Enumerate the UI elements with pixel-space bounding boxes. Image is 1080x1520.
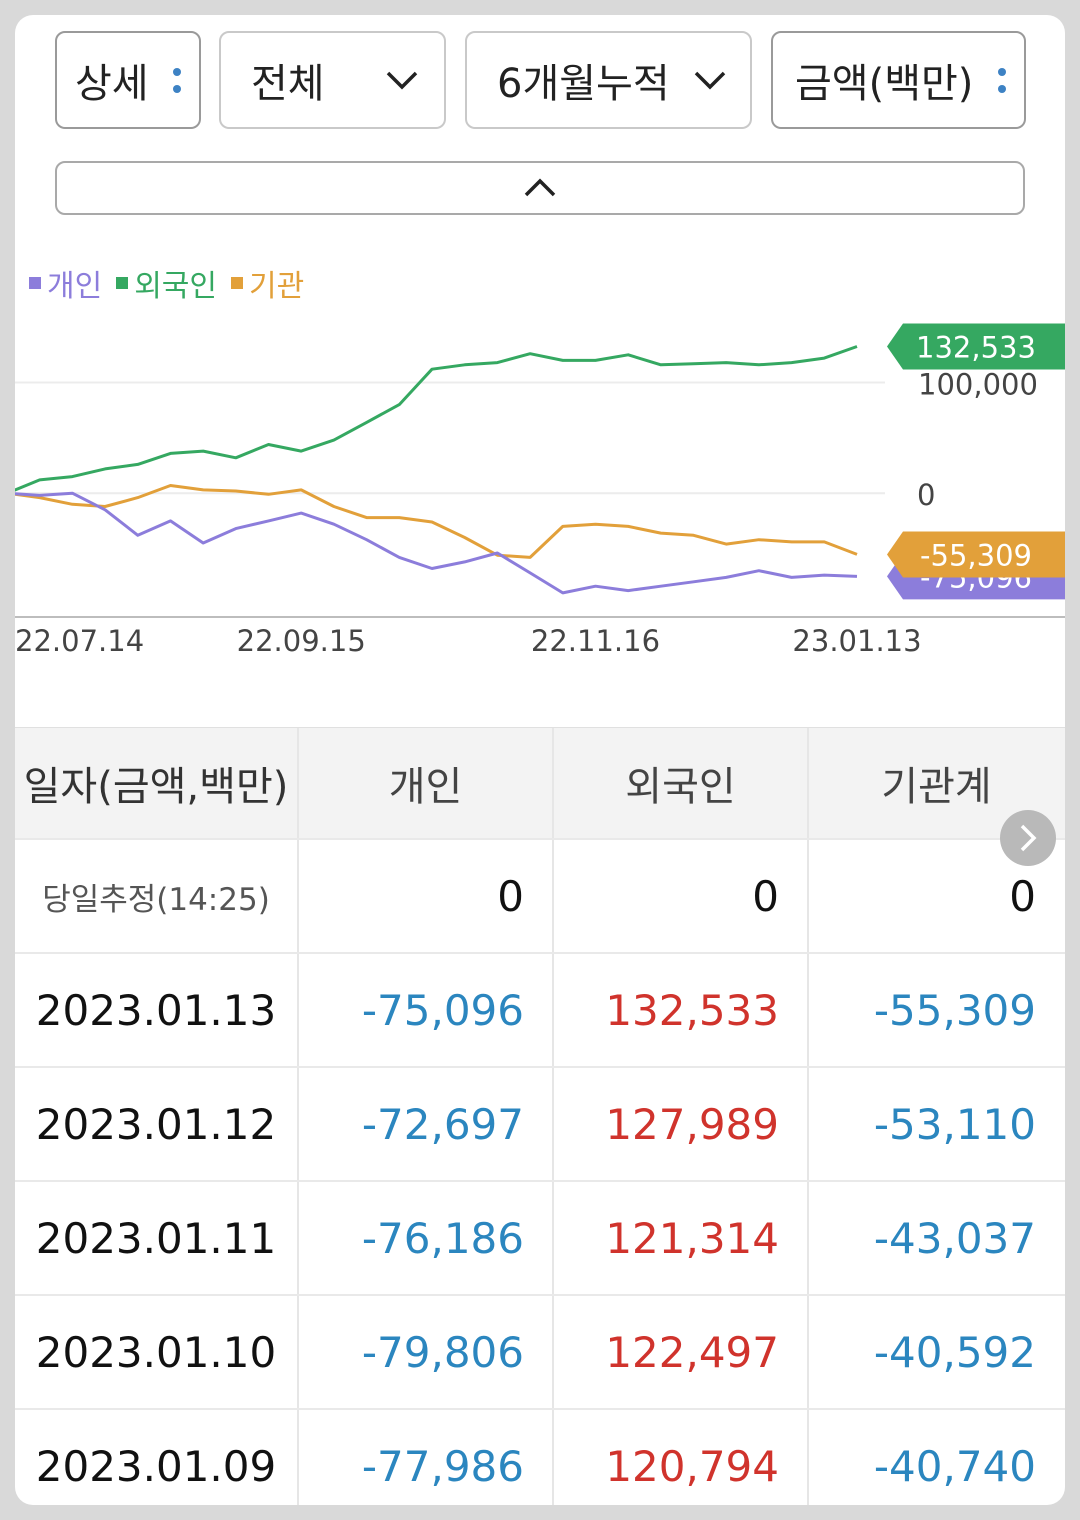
row-foreign: 121,314 [554, 1182, 809, 1294]
row-foreign: 122,497 [554, 1296, 809, 1408]
row-date: 2023.01.10 [15, 1296, 299, 1408]
row-date: 2023.01.09 [15, 1410, 299, 1505]
legend-label: 기관 [249, 269, 305, 304]
header-institution: 기관계 [881, 764, 992, 810]
more-dots-icon [998, 67, 1006, 93]
scroll-right-button[interactable] [1000, 810, 1056, 866]
x-tick-label: 22.07.14 [15, 624, 144, 658]
investor-trend-card: 상세 전체 6개월누적 금액(백만) 개인 외국인 기관 [15, 15, 1065, 1505]
investor-table: 일자(금액,백만) 개인 외국인 기관계 당일추정(14:25) 0 0 0 2… [15, 727, 1065, 1505]
legend-label: 개인 [47, 269, 103, 304]
filter-bar: 상세 전체 6개월누적 금액(백만) [55, 31, 1035, 133]
collapse-filters-button[interactable] [55, 161, 1025, 215]
legend-swatch [231, 277, 244, 289]
x-tick-label: 23.01.13 [792, 624, 921, 658]
scope-select-label: 전체 [251, 61, 325, 107]
table-header-row: 일자(금액,백만) 개인 외국인 기관계 [15, 727, 1065, 840]
row-date: 2023.01.13 [15, 954, 299, 1066]
end-value-label: -55,309 [920, 538, 1032, 572]
chevron-right-icon [1020, 824, 1037, 852]
end-value-tag [887, 531, 1065, 578]
y-tick-label: 100,000 [918, 368, 1038, 402]
legend-item-foreign: 외국인 [116, 261, 217, 305]
legend-swatch [29, 277, 41, 289]
estimate-institution: 0 [1009, 871, 1036, 921]
series-line [15, 484, 858, 559]
table-row: 2023.01.09 -77,986 120,794 -40,740 [15, 1410, 1065, 1505]
row-date: 2023.01.12 [15, 1068, 299, 1180]
estimate-row: 당일추정(14:25) 0 0 0 [15, 840, 1065, 954]
row-individual: -72,697 [299, 1068, 554, 1180]
table-row: 2023.01.10 -79,806 122,497 -40,592 [15, 1296, 1065, 1410]
view-select[interactable]: 상세 [55, 31, 201, 129]
unit-select-label: 금액(백만) [795, 61, 974, 107]
header-individual: 개인 [299, 728, 554, 838]
table-row: 2023.01.12 -72,697 127,989 -53,110 [15, 1068, 1065, 1182]
investor-flow-chart: 0 100,000 22.07.14 22.09.15 22.11.16 23.01.13… [15, 323, 1065, 658]
series-line [15, 491, 858, 595]
legend-item-individual: 개인 [29, 261, 102, 305]
period-select[interactable]: 6개월누적 [465, 31, 752, 129]
estimate-label: 당일추정(14:25) [15, 840, 299, 952]
row-institution: -53,110 [873, 1099, 1036, 1149]
row-individual: -76,186 [299, 1182, 554, 1294]
chevron-down-icon [694, 71, 726, 90]
x-tick-label: 22.11.16 [531, 624, 660, 658]
row-foreign: 132,533 [554, 954, 809, 1066]
chevron-down-icon [386, 71, 418, 90]
end-value-label: 132,533 [916, 330, 1036, 364]
table-row: 2023.01.11 -76,186 121,314 -43,037 [15, 1182, 1065, 1296]
row-institution: -40,740 [873, 1441, 1036, 1491]
row-institution: -40,592 [873, 1327, 1036, 1377]
estimate-individual: 0 [299, 840, 554, 952]
x-tick-label: 22.09.15 [237, 624, 366, 658]
scope-select[interactable]: 전체 [219, 31, 446, 129]
unit-select[interactable]: 금액(백만) [771, 31, 1026, 129]
y-tick-label: 0 [917, 478, 935, 512]
more-dots-icon [173, 67, 181, 93]
view-select-label: 상세 [75, 61, 149, 107]
legend-item-institution: 기관 [231, 261, 304, 305]
row-institution: -43,037 [873, 1213, 1036, 1263]
row-institution: -55,309 [873, 985, 1036, 1035]
legend-swatch [116, 277, 129, 289]
period-select-label: 6개월누적 [497, 61, 670, 107]
row-individual: -77,986 [299, 1410, 554, 1505]
row-individual: -79,806 [299, 1296, 554, 1408]
row-foreign: 120,794 [554, 1410, 809, 1505]
header-foreign: 외국인 [554, 728, 809, 838]
row-individual: -75,096 [299, 954, 554, 1066]
chevron-up-icon [524, 178, 556, 197]
end-value-tag [887, 323, 1065, 370]
header-date: 일자(금액,백만) [15, 728, 299, 838]
legend-label: 외국인 [134, 269, 218, 304]
series-line [15, 345, 858, 492]
row-date: 2023.01.11 [15, 1182, 299, 1294]
estimate-foreign: 0 [554, 840, 809, 952]
chart-legend: 개인 외국인 기관 [29, 261, 304, 305]
row-foreign: 127,989 [554, 1068, 809, 1180]
table-row: 2023.01.13 -75,096 132,533 -55,309 [15, 954, 1065, 1068]
